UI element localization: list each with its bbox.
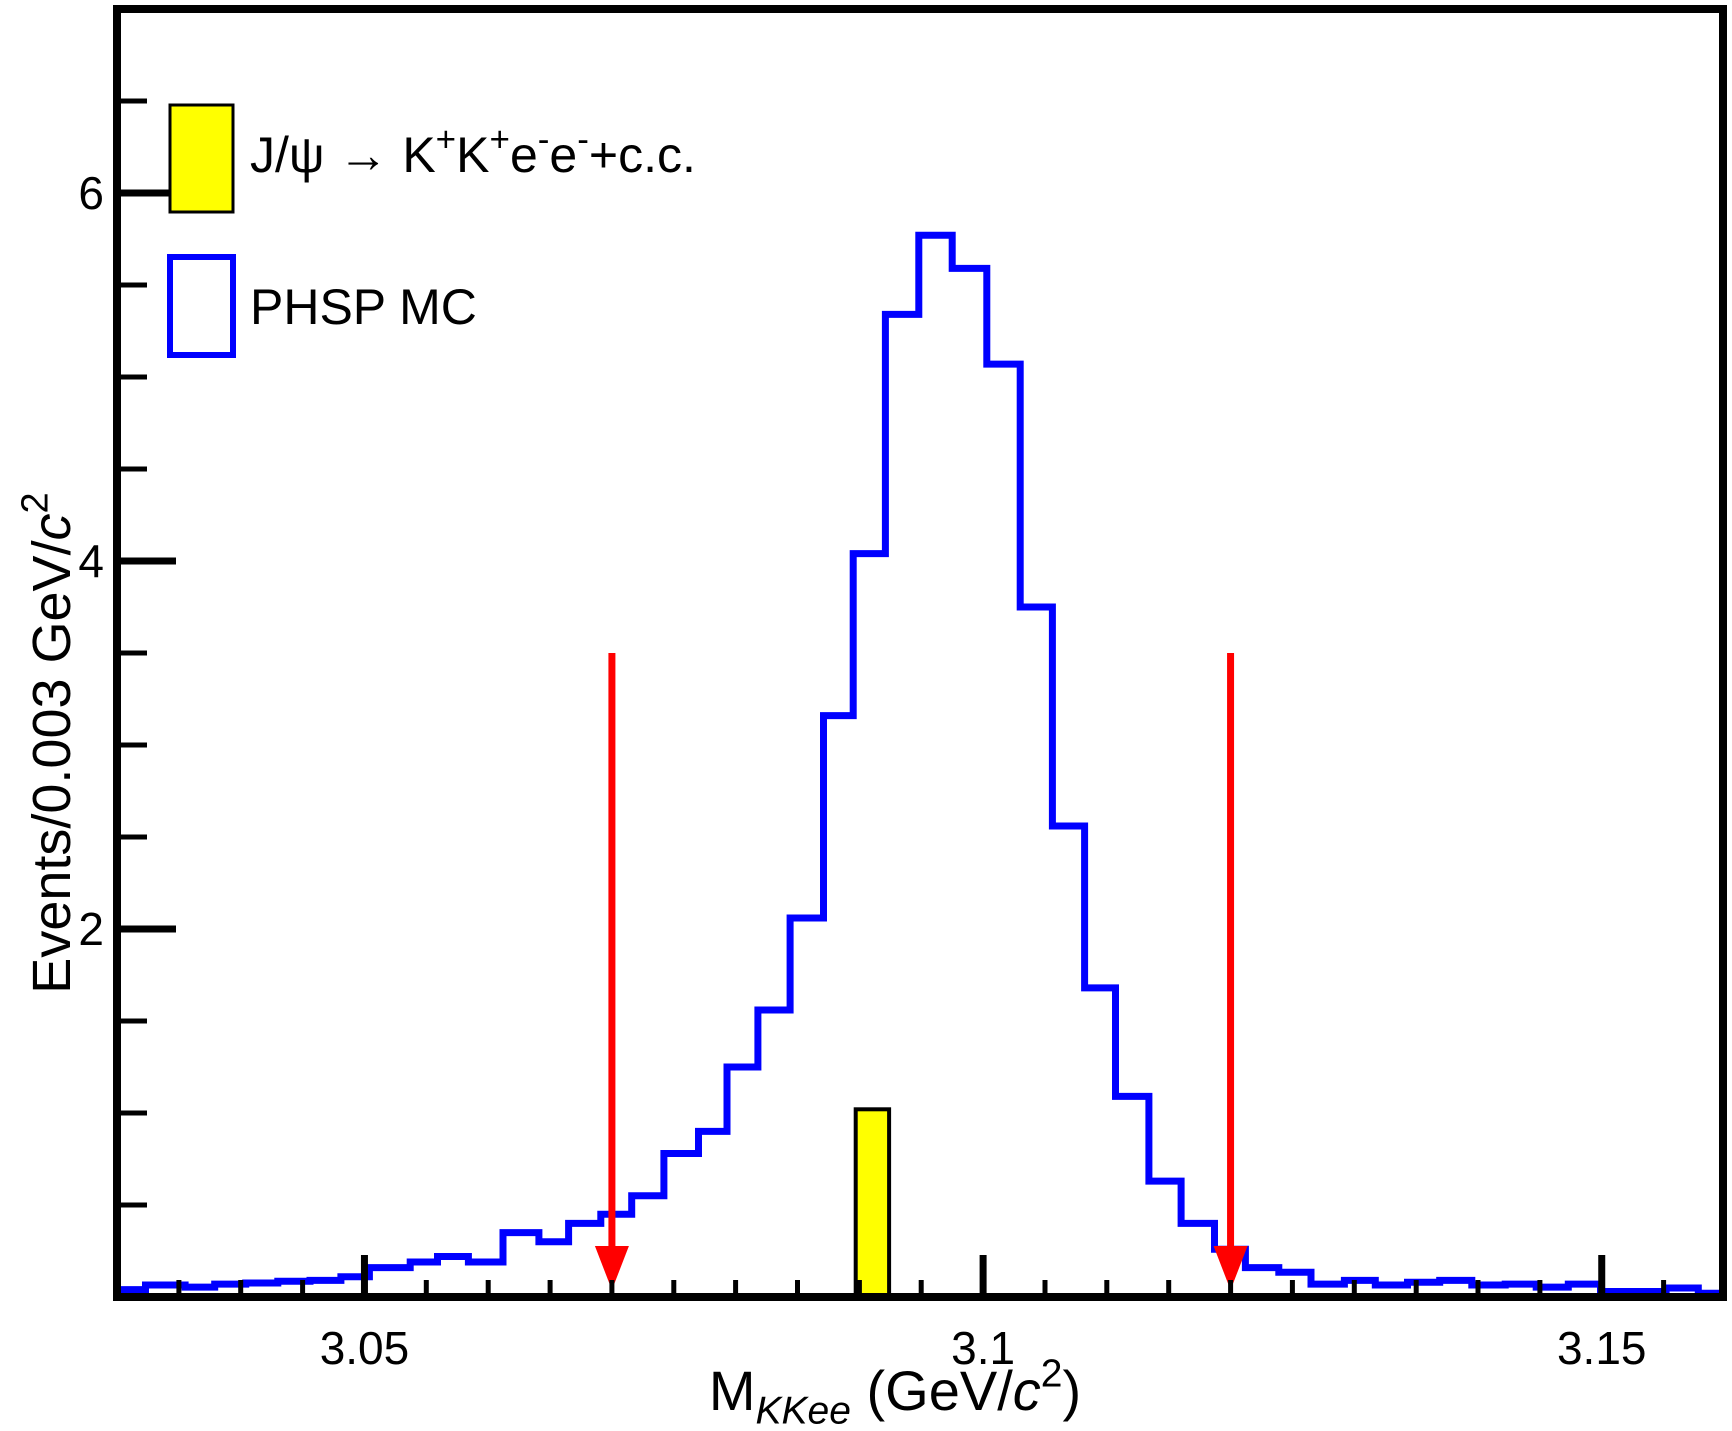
- signal-histogram: [853, 1107, 892, 1300]
- y-tick-label: 2: [78, 903, 104, 955]
- y-tick-label: 4: [78, 535, 104, 587]
- phsp-mc-histogram: [117, 231, 1723, 1297]
- x-tick-label: 3.15: [1557, 1322, 1647, 1374]
- cut-arrows: [594, 653, 1248, 1290]
- tick-labels: 3.05 3.1 3.15 2 4 6: [78, 167, 1646, 1374]
- y-tick-label: 6: [78, 167, 104, 219]
- axis-titles: MKKee (GeV/c2) Events/0.003 GeV/c2: [14, 492, 1081, 1431]
- cut-arrow-head: [1213, 1246, 1248, 1290]
- x-axis-title: MKKee (GeV/c2): [709, 1353, 1081, 1431]
- legend-swatch-phsp-mc: [167, 254, 236, 358]
- legend-label-signal: J/ψ → K+K+e-e-+c.c.: [250, 120, 696, 183]
- axis-ticks: [119, 98, 1667, 1295]
- legend-label-phsp-mc: PHSP MC: [250, 279, 477, 335]
- plot-frame: [113, 5, 1727, 1301]
- cut-arrow-head: [594, 1246, 629, 1290]
- y-axis-title: Events/0.003 GeV/c2: [14, 492, 82, 993]
- x-tick-label: 3.05: [320, 1322, 410, 1374]
- legend: J/ψ → K+K+e-e-+c.c. PHSP MC: [167, 103, 696, 358]
- legend-swatch-signal: [168, 103, 235, 214]
- signal-event-bar: [853, 1107, 892, 1300]
- x-tick-label: 3.1: [951, 1322, 1015, 1374]
- phsp-mc-step-line: [117, 231, 1723, 1297]
